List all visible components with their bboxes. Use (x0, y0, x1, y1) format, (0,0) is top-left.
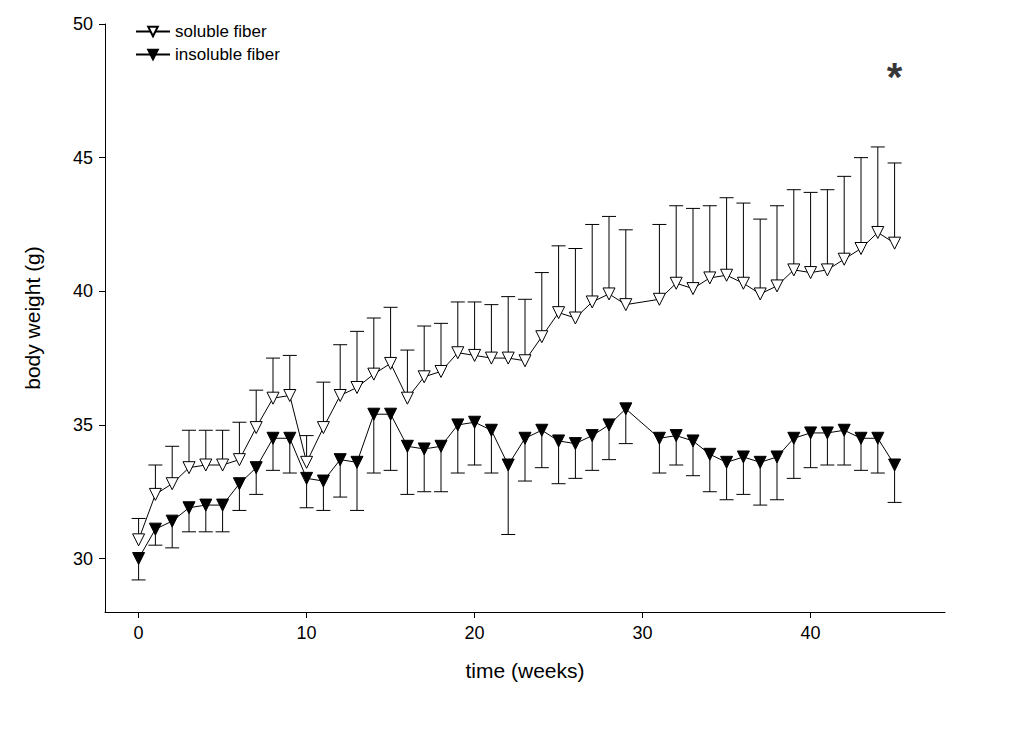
svg-text:40: 40 (801, 623, 821, 643)
svg-text:*: * (887, 55, 903, 99)
svg-text:30: 30 (633, 623, 653, 643)
svg-text:0: 0 (134, 623, 144, 643)
svg-text:20: 20 (465, 623, 485, 643)
svg-text:insoluble fiber: insoluble fiber (175, 45, 280, 64)
svg-text:10: 10 (297, 623, 317, 643)
svg-text:45: 45 (73, 148, 93, 168)
svg-text:time (weeks): time (weeks) (465, 659, 584, 682)
svg-text:35: 35 (73, 415, 93, 435)
svg-text:body weight (g): body weight (g) (21, 246, 44, 390)
svg-text:soluble fiber: soluble fiber (175, 22, 267, 41)
svg-text:40: 40 (73, 281, 93, 301)
svg-text:30: 30 (73, 549, 93, 569)
svg-text:50: 50 (73, 14, 93, 34)
